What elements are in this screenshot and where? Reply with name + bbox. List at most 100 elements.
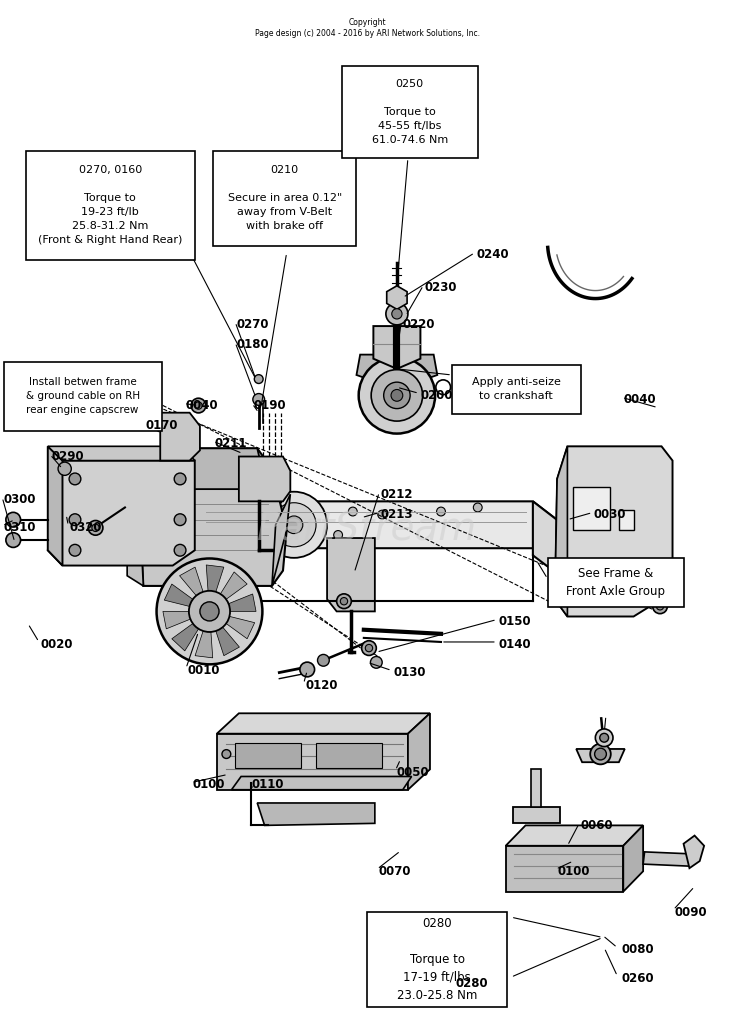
Circle shape [386, 303, 408, 325]
Circle shape [58, 463, 71, 475]
Text: 0270, 0160

Torque to
19-23 ft/lb
25.8-31.2 Nm
(Front & Right Hand Rear): 0270, 0160 Torque to 19-23 ft/lb 25.8-31… [38, 165, 182, 246]
Circle shape [6, 513, 21, 527]
Text: 0290: 0290 [51, 450, 84, 463]
Polygon shape [140, 448, 287, 586]
Text: 0250

Torque to
45-55 ft/lbs
61.0-74.6 Nm: 0250 Torque to 45-55 ft/lbs 61.0-74.6 Nm [372, 79, 448, 145]
Circle shape [595, 748, 606, 760]
Polygon shape [555, 446, 567, 616]
Circle shape [359, 357, 435, 434]
Polygon shape [573, 487, 610, 530]
Polygon shape [373, 326, 420, 369]
Circle shape [370, 656, 382, 668]
Text: 0110: 0110 [251, 779, 284, 791]
Circle shape [261, 492, 327, 557]
Polygon shape [576, 749, 625, 762]
Polygon shape [216, 627, 240, 655]
Circle shape [174, 473, 186, 485]
Circle shape [92, 524, 99, 532]
Circle shape [200, 602, 219, 621]
Polygon shape [408, 713, 430, 790]
Polygon shape [48, 446, 62, 566]
Circle shape [6, 533, 21, 547]
Circle shape [285, 516, 303, 534]
Text: 0150: 0150 [498, 615, 531, 628]
Circle shape [600, 734, 609, 742]
Text: 0080: 0080 [621, 944, 653, 956]
FancyBboxPatch shape [452, 365, 581, 414]
Text: 0190: 0190 [254, 399, 286, 412]
FancyBboxPatch shape [4, 362, 162, 431]
Text: 0050: 0050 [397, 766, 429, 779]
Text: 0090: 0090 [675, 906, 707, 918]
Circle shape [253, 393, 265, 406]
Text: 0060: 0060 [581, 819, 613, 832]
Text: 0170: 0170 [146, 420, 178, 432]
Text: 0020: 0020 [40, 638, 73, 650]
Circle shape [595, 729, 613, 747]
Text: 0280

Torque to
17-19 ft/lbs
23.0-25.8 Nm: 0280 Torque to 17-19 ft/lbs 23.0-25.8 Nm [397, 917, 478, 1002]
Polygon shape [191, 501, 252, 601]
Polygon shape [152, 448, 267, 489]
Circle shape [189, 591, 230, 632]
Polygon shape [207, 565, 224, 592]
Circle shape [334, 531, 343, 539]
Text: 0120: 0120 [305, 680, 337, 692]
Circle shape [437, 507, 445, 516]
Polygon shape [165, 584, 193, 606]
FancyBboxPatch shape [213, 151, 356, 246]
Circle shape [69, 544, 81, 556]
Circle shape [391, 389, 403, 401]
Circle shape [384, 382, 410, 409]
Bar [235, 743, 301, 768]
Circle shape [392, 309, 402, 319]
Text: 0040: 0040 [623, 393, 656, 406]
Circle shape [231, 514, 240, 522]
FancyBboxPatch shape [342, 66, 478, 158]
Text: 0220: 0220 [403, 318, 435, 330]
Circle shape [473, 503, 482, 512]
Polygon shape [226, 616, 254, 639]
Polygon shape [387, 285, 407, 310]
Polygon shape [48, 461, 195, 566]
Circle shape [337, 594, 351, 608]
Circle shape [365, 644, 373, 652]
Circle shape [88, 521, 103, 535]
Circle shape [300, 662, 315, 677]
Circle shape [69, 514, 81, 526]
Text: 0310: 0310 [4, 522, 36, 534]
Text: 0320: 0320 [70, 522, 102, 534]
Polygon shape [533, 501, 594, 601]
Text: 0213: 0213 [381, 508, 413, 521]
Polygon shape [356, 355, 437, 389]
Circle shape [174, 544, 186, 556]
Polygon shape [229, 594, 256, 611]
Text: PartStream: PartStream [257, 511, 478, 549]
FancyBboxPatch shape [26, 151, 195, 260]
Bar [316, 743, 382, 768]
FancyBboxPatch shape [548, 558, 684, 607]
Text: 0030: 0030 [594, 508, 626, 521]
Polygon shape [506, 846, 623, 892]
Polygon shape [643, 852, 692, 866]
Circle shape [653, 599, 667, 613]
Text: 0180: 0180 [237, 338, 269, 351]
Text: See Frame &
Front Axle Group: See Frame & Front Axle Group [566, 568, 665, 598]
Circle shape [254, 375, 263, 383]
Circle shape [157, 558, 262, 664]
Circle shape [174, 514, 186, 526]
Polygon shape [239, 457, 290, 501]
Polygon shape [217, 713, 430, 734]
Text: 0100: 0100 [193, 779, 225, 791]
Polygon shape [531, 769, 541, 807]
Text: 0200: 0200 [420, 389, 453, 401]
Text: 0140: 0140 [498, 638, 531, 650]
Circle shape [272, 502, 316, 547]
Text: Copyright
Page design (c) 2004 - 2016 by ARI Network Solutions, Inc.: Copyright Page design (c) 2004 - 2016 by… [255, 18, 480, 38]
Polygon shape [232, 776, 412, 790]
Polygon shape [48, 446, 195, 461]
Text: 0070: 0070 [379, 865, 411, 877]
Text: 0240: 0240 [476, 249, 509, 261]
Circle shape [231, 536, 240, 544]
Circle shape [340, 597, 348, 605]
Text: 0100: 0100 [557, 865, 589, 877]
